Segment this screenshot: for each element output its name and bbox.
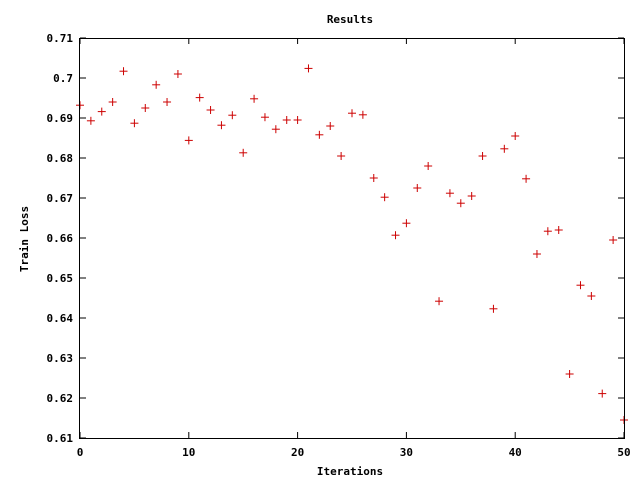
data-point-marker [522, 174, 531, 183]
data-point-marker [184, 136, 193, 145]
data-point-marker [369, 174, 378, 182]
data-point-marker [130, 119, 139, 128]
data-point-marker [402, 219, 411, 228]
data-point-marker [326, 122, 335, 130]
data-point-marker [271, 125, 280, 134]
y-tick-label: 0.67 [47, 192, 74, 205]
data-point-marker [206, 106, 215, 114]
data-point-marker [500, 144, 509, 153]
y-tick-label: 0.61 [47, 432, 74, 445]
data-point-marker [456, 199, 465, 208]
y-tick-label: 0.65 [47, 272, 74, 285]
data-point-marker [97, 107, 106, 116]
y-tick-label: 0.63 [47, 352, 74, 365]
data-point-marker [489, 304, 498, 313]
data-point-marker [293, 116, 302, 124]
x-tick-label: 50 [617, 446, 630, 459]
data-point-marker [282, 116, 291, 124]
data-point-marker [435, 297, 444, 306]
data-point-marker [565, 370, 574, 378]
y-tick-label: 0.68 [47, 152, 74, 165]
x-tick-label: 0 [77, 446, 84, 459]
x-axis-label: Iterations [317, 465, 383, 478]
data-point-marker [337, 152, 346, 160]
data-point-marker [228, 111, 237, 120]
data-point-marker [478, 152, 487, 160]
data-point-marker [424, 162, 433, 170]
data-point-marker [467, 192, 476, 200]
y-tick-label: 0.71 [47, 32, 74, 45]
y-tick-label: 0.69 [47, 112, 74, 125]
data-point-marker [543, 227, 552, 236]
data-point-marker [108, 98, 117, 106]
x-tick-label: 10 [182, 446, 195, 459]
data-point-marker [250, 94, 259, 103]
x-tick-label: 40 [509, 446, 522, 459]
data-point-marker [195, 93, 204, 102]
data-point-marker [152, 80, 161, 89]
data-point-marker [380, 193, 389, 202]
data-point-marker [260, 113, 269, 122]
data-point-marker [141, 104, 150, 112]
data-point-marker [554, 226, 563, 234]
data-point-marker [173, 70, 182, 78]
data-points [76, 64, 628, 424]
chart-title: Results [327, 13, 373, 26]
data-point-marker [391, 231, 400, 240]
axis-ticks: 0.61 0.62 0.63 0.64 0.65 0.66 0.67 0.68 0.69 0.7 0… [47, 32, 631, 459]
data-point-marker [86, 116, 95, 125]
data-point-marker [239, 148, 248, 157]
data-point-marker [163, 98, 172, 106]
y-tick-label: 0.66 [47, 232, 74, 245]
y-tick-label: 0.64 [47, 312, 74, 325]
y-axis-label: Train Loss [18, 206, 31, 272]
data-point-marker [598, 389, 607, 398]
data-point-marker [315, 130, 324, 139]
plot-frame [79, 38, 625, 439]
data-point-marker [609, 236, 618, 244]
data-point-marker [445, 189, 454, 198]
data-point-marker [217, 121, 226, 130]
data-point-marker [119, 67, 128, 76]
x-tick-label: 20 [291, 446, 304, 459]
data-point-marker [511, 132, 520, 140]
data-point-marker [587, 292, 596, 300]
data-point-marker [358, 110, 367, 119]
data-point-marker [576, 281, 585, 290]
data-point-marker [304, 64, 313, 73]
y-tick-label: 0.62 [47, 392, 74, 405]
y-tick-label: 0.7 [53, 72, 73, 85]
data-point-marker [413, 184, 422, 192]
data-point-marker [348, 109, 356, 118]
x-tick-label: 30 [400, 446, 413, 459]
data-point-marker [532, 250, 541, 258]
